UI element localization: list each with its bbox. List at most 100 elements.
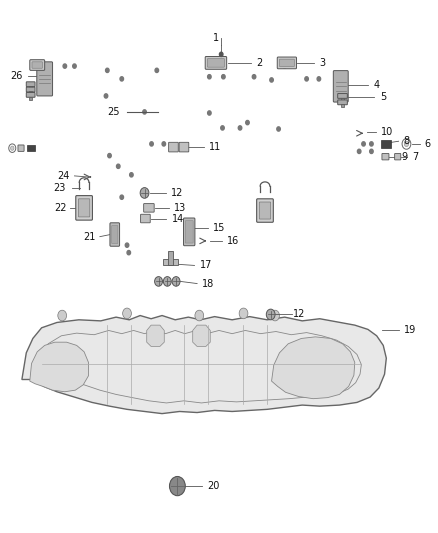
Circle shape — [163, 277, 171, 286]
Text: 24: 24 — [57, 171, 69, 181]
Text: 25: 25 — [107, 107, 120, 117]
Circle shape — [270, 78, 273, 82]
Circle shape — [140, 188, 149, 198]
Circle shape — [127, 251, 131, 255]
Polygon shape — [22, 316, 386, 414]
Text: 3: 3 — [320, 58, 326, 68]
Bar — [341, 98, 344, 101]
FancyBboxPatch shape — [185, 221, 193, 243]
FancyBboxPatch shape — [76, 196, 92, 220]
Polygon shape — [272, 337, 355, 399]
Circle shape — [104, 94, 108, 98]
Circle shape — [120, 195, 124, 199]
Circle shape — [117, 164, 120, 168]
Circle shape — [170, 477, 185, 496]
Text: 2: 2 — [256, 58, 262, 68]
FancyBboxPatch shape — [141, 214, 150, 223]
Bar — [168, 251, 173, 265]
FancyBboxPatch shape — [26, 87, 35, 92]
Circle shape — [195, 310, 204, 321]
FancyBboxPatch shape — [179, 142, 189, 152]
FancyBboxPatch shape — [208, 59, 224, 67]
FancyBboxPatch shape — [184, 218, 195, 246]
Circle shape — [277, 127, 280, 131]
Text: 18: 18 — [202, 279, 215, 288]
Circle shape — [120, 77, 124, 81]
FancyBboxPatch shape — [112, 225, 118, 244]
FancyBboxPatch shape — [26, 93, 35, 97]
Circle shape — [108, 154, 111, 158]
FancyBboxPatch shape — [395, 154, 401, 160]
Bar — [163, 259, 178, 265]
Text: 5: 5 — [380, 92, 386, 102]
FancyBboxPatch shape — [30, 60, 45, 70]
Bar — [381, 140, 391, 148]
Circle shape — [357, 149, 361, 154]
Circle shape — [162, 142, 166, 146]
FancyBboxPatch shape — [110, 223, 120, 246]
FancyBboxPatch shape — [18, 145, 24, 151]
Circle shape — [143, 110, 146, 114]
Circle shape — [252, 75, 256, 79]
Text: 8: 8 — [404, 136, 410, 146]
Circle shape — [370, 149, 373, 154]
Text: 23: 23 — [53, 183, 66, 192]
FancyBboxPatch shape — [32, 62, 42, 68]
FancyBboxPatch shape — [259, 202, 271, 219]
Circle shape — [221, 126, 224, 130]
Text: 14: 14 — [172, 214, 184, 223]
Circle shape — [155, 277, 162, 286]
Text: 16: 16 — [227, 236, 239, 246]
Circle shape — [266, 309, 275, 320]
FancyBboxPatch shape — [382, 154, 389, 160]
Circle shape — [239, 308, 248, 319]
Circle shape — [305, 77, 308, 81]
Circle shape — [125, 243, 129, 247]
Bar — [341, 104, 344, 107]
Circle shape — [123, 308, 131, 319]
FancyBboxPatch shape — [26, 82, 35, 86]
Circle shape — [208, 75, 211, 79]
Text: 17: 17 — [200, 261, 212, 270]
FancyBboxPatch shape — [205, 56, 227, 69]
Text: 21: 21 — [83, 232, 95, 241]
FancyBboxPatch shape — [338, 94, 347, 98]
Circle shape — [219, 52, 223, 56]
Text: 12: 12 — [171, 188, 183, 198]
Text: 12: 12 — [293, 310, 305, 319]
Polygon shape — [147, 325, 164, 346]
Text: 20: 20 — [208, 481, 220, 491]
Text: 10: 10 — [381, 127, 393, 137]
FancyBboxPatch shape — [333, 71, 348, 102]
Text: 13: 13 — [174, 203, 186, 213]
Polygon shape — [30, 342, 88, 392]
Circle shape — [73, 64, 76, 68]
Text: 7: 7 — [413, 152, 419, 161]
FancyBboxPatch shape — [279, 59, 294, 67]
Circle shape — [172, 277, 180, 286]
FancyBboxPatch shape — [144, 204, 154, 212]
FancyBboxPatch shape — [78, 199, 90, 217]
Circle shape — [222, 75, 225, 79]
FancyBboxPatch shape — [257, 199, 273, 222]
Circle shape — [63, 64, 67, 68]
Circle shape — [246, 120, 249, 125]
Circle shape — [271, 310, 279, 321]
Bar — [29, 92, 32, 95]
Circle shape — [11, 146, 14, 150]
Text: 9: 9 — [402, 152, 408, 161]
Circle shape — [362, 142, 365, 146]
Text: 22: 22 — [54, 203, 67, 213]
Circle shape — [58, 310, 67, 321]
Polygon shape — [193, 325, 210, 346]
Text: 15: 15 — [213, 223, 225, 233]
Circle shape — [208, 111, 211, 115]
FancyBboxPatch shape — [37, 62, 53, 96]
FancyBboxPatch shape — [338, 100, 347, 104]
Text: 26: 26 — [11, 71, 23, 80]
Text: 6: 6 — [425, 139, 431, 149]
Text: 4: 4 — [373, 80, 379, 90]
Circle shape — [150, 142, 153, 146]
Circle shape — [370, 142, 373, 146]
Text: 19: 19 — [404, 326, 416, 335]
